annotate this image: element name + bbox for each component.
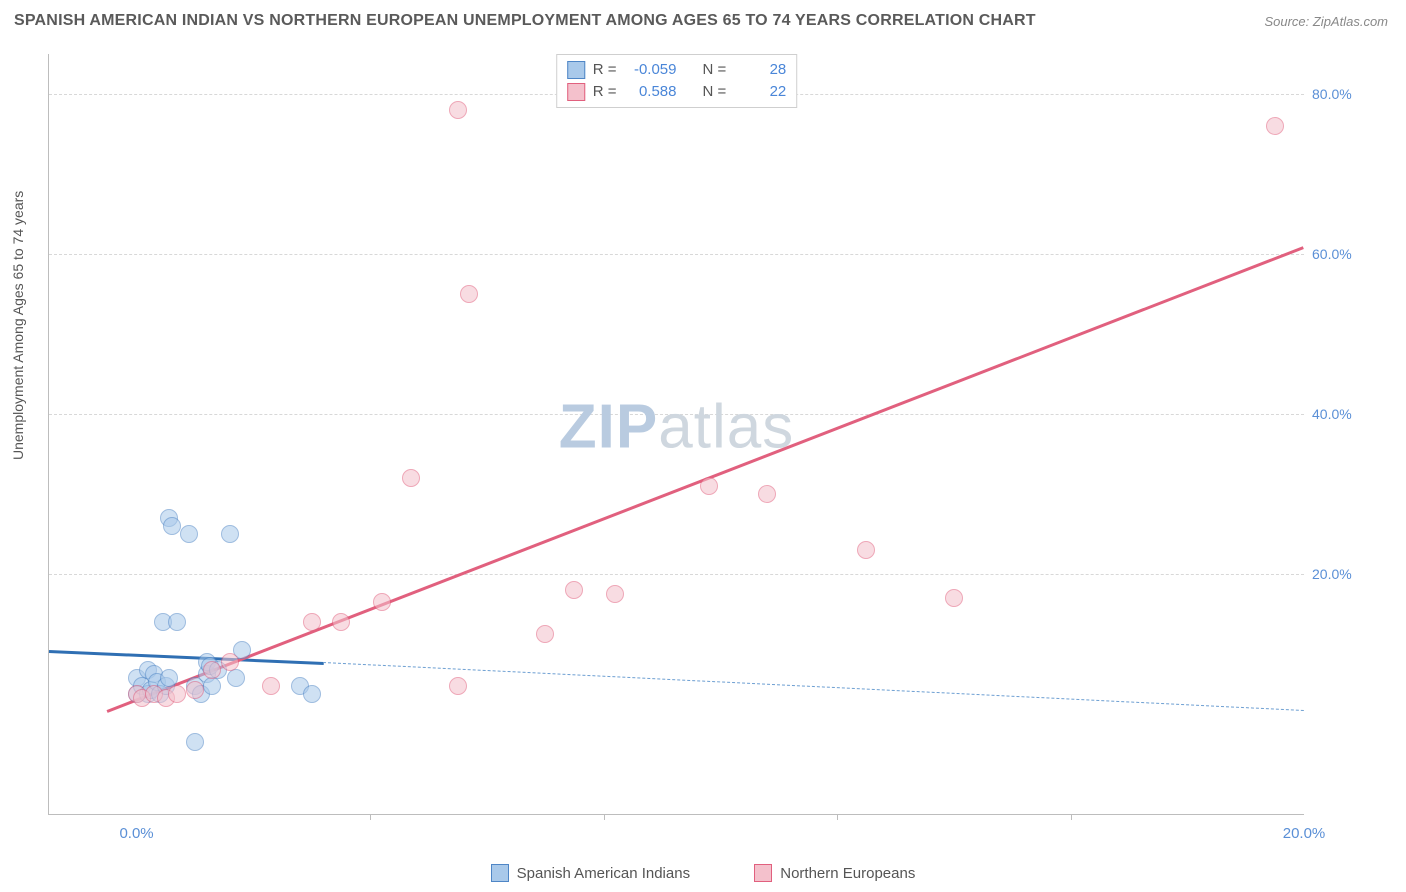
legend-swatch-sai — [491, 864, 509, 882]
y-tick-label: 40.0% — [1312, 406, 1372, 422]
data-point-ne — [449, 101, 467, 119]
gridline — [49, 254, 1304, 255]
data-point-ne — [758, 485, 776, 503]
y-tick-label: 80.0% — [1312, 86, 1372, 102]
x-tick-label: 20.0% — [1283, 825, 1326, 842]
source-attribution: Source: ZipAtlas.com — [1264, 14, 1388, 29]
data-point-ne — [945, 589, 963, 607]
stat-row-sai: R = -0.059 N = 28 — [567, 59, 787, 81]
gridline — [49, 574, 1304, 575]
data-point-ne — [186, 681, 204, 699]
data-point-sai — [203, 677, 221, 695]
data-point-ne — [332, 613, 350, 631]
scatter-plot-area: ZIPatlas R = -0.059 N = 28 R = 0.588 N =… — [48, 54, 1304, 815]
data-point-sai — [168, 613, 186, 631]
data-point-ne — [203, 661, 221, 679]
y-axis-label: Unemployment Among Ages 65 to 74 years — [10, 191, 26, 460]
data-point-ne — [460, 285, 478, 303]
chart-title: SPANISH AMERICAN INDIAN VS NORTHERN EURO… — [14, 12, 1036, 30]
data-point-ne — [565, 581, 583, 599]
x-minor-tick — [1071, 814, 1072, 820]
data-point-ne — [168, 685, 186, 703]
n-value-ne: 22 — [734, 81, 786, 103]
data-point-ne — [449, 677, 467, 695]
legend: Spanish American Indians Northern Europe… — [0, 864, 1406, 886]
data-point-ne — [606, 585, 624, 603]
data-point-sai — [163, 517, 181, 535]
data-point-sai — [227, 669, 245, 687]
stat-row-ne: R = 0.588 N = 22 — [567, 81, 787, 103]
data-point-ne — [700, 477, 718, 495]
data-point-ne — [857, 541, 875, 559]
correlation-stats-box: R = -0.059 N = 28 R = 0.588 N = 22 — [556, 54, 798, 108]
legend-label-sai: Spanish American Indians — [517, 865, 690, 882]
n-label: N = — [703, 59, 727, 81]
r-value-ne: 0.588 — [625, 81, 677, 103]
legend-item-sai: Spanish American Indians — [491, 864, 690, 882]
n-label: N = — [703, 81, 727, 103]
trend-line — [49, 650, 323, 665]
x-minor-tick — [837, 814, 838, 820]
x-minor-tick — [370, 814, 371, 820]
x-tick-label: 0.0% — [119, 825, 153, 842]
y-tick-label: 60.0% — [1312, 246, 1372, 262]
data-point-sai — [180, 525, 198, 543]
data-point-ne — [402, 469, 420, 487]
watermark: ZIPatlas — [559, 391, 794, 462]
gridline — [49, 414, 1304, 415]
watermark-zip: ZIP — [559, 392, 658, 461]
legend-item-ne: Northern Europeans — [754, 864, 915, 882]
data-point-ne — [262, 677, 280, 695]
y-tick-label: 20.0% — [1312, 566, 1372, 582]
data-point-ne — [1266, 117, 1284, 135]
swatch-sai — [567, 61, 585, 79]
data-point-ne — [373, 593, 391, 611]
r-label: R = — [593, 59, 617, 81]
data-point-ne — [536, 625, 554, 643]
data-point-ne — [303, 613, 321, 631]
legend-label-ne: Northern Europeans — [780, 865, 915, 882]
x-minor-tick — [604, 814, 605, 820]
legend-swatch-ne — [754, 864, 772, 882]
trend-line-extension — [323, 662, 1304, 711]
data-point-sai — [221, 525, 239, 543]
data-point-ne — [221, 653, 239, 671]
data-point-sai — [186, 733, 204, 751]
r-label: R = — [593, 81, 617, 103]
data-point-sai — [303, 685, 321, 703]
swatch-ne — [567, 83, 585, 101]
r-value-sai: -0.059 — [625, 59, 677, 81]
n-value-sai: 28 — [734, 59, 786, 81]
